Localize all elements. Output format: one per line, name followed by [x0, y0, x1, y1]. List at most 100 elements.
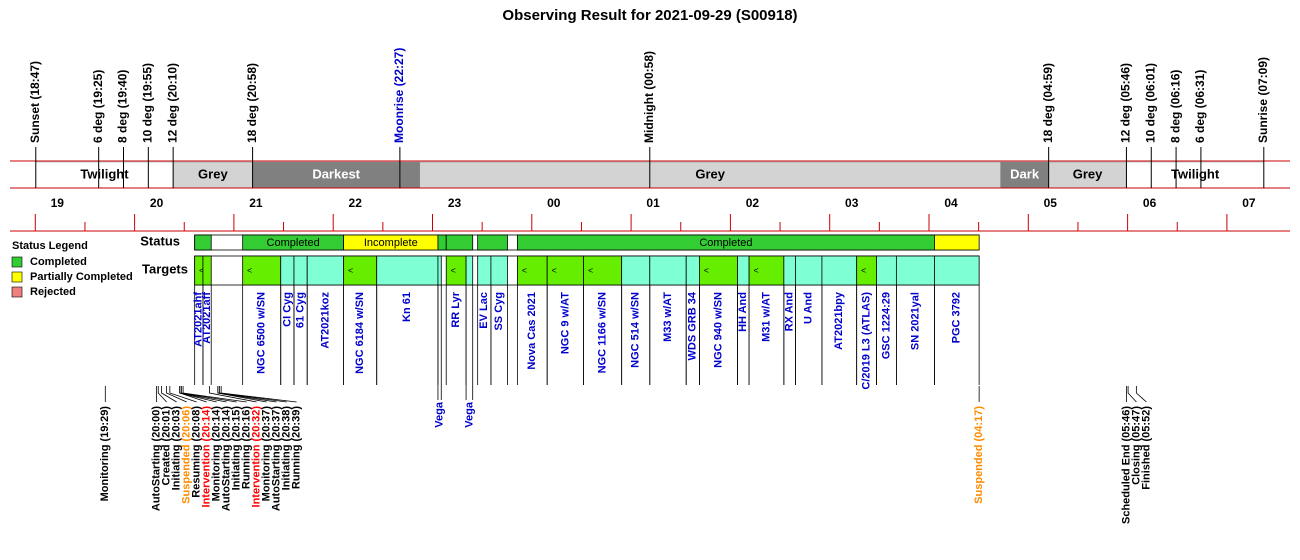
log-event-label: Initiating (20:03)	[171, 406, 183, 491]
hour-label: 04	[944, 196, 958, 210]
status-label: Incomplete	[364, 237, 418, 249]
legend-label: Partially Completed	[30, 271, 133, 283]
sky-band	[1048, 161, 1127, 189]
log-event-leader	[157, 386, 167, 403]
target-label: AT2021aff	[201, 292, 213, 344]
hour-label: 19	[51, 196, 65, 210]
sky-event-label: Moonrise (22:27)	[392, 48, 406, 143]
target-block	[280, 255, 295, 286]
log-event-label: Initiating (20:15)	[231, 406, 243, 491]
log-event-leader	[166, 386, 187, 403]
target-block	[376, 255, 439, 286]
target-marker: <	[522, 265, 527, 275]
log-event-label: Intervention (20:14)	[201, 406, 213, 508]
sky-event-label: 10 deg (19:55)	[140, 63, 154, 143]
hour-label: 03	[845, 196, 859, 210]
sky-band	[252, 161, 420, 189]
hour-label: 00	[547, 196, 561, 210]
target-block	[490, 255, 508, 286]
log-event-label: Initiating (20:38)	[281, 406, 293, 491]
log-event-label: Intervention (20:32)	[251, 406, 263, 508]
target-block	[293, 255, 308, 286]
target-block	[649, 255, 687, 286]
log-event-label: Monitoring (20:14)	[211, 406, 223, 502]
sky-band-label: Grey	[198, 166, 228, 181]
hour-label: 07	[1242, 196, 1256, 210]
sky-event-label: Midnight (00:58)	[642, 51, 656, 143]
target-block	[477, 255, 492, 286]
target-block	[685, 255, 700, 286]
target-marker: <	[861, 265, 866, 275]
log-event-label: Monitoring (20:37)	[261, 406, 273, 502]
status-segment	[194, 234, 212, 251]
sky-event-label: 12 deg (05:46)	[1119, 63, 1133, 143]
target-label: C/2019 L3 (ATLAS)	[861, 292, 873, 390]
sky-band-label: Darkest	[312, 166, 360, 181]
target-block	[437, 255, 442, 286]
log-event-label: Created (20:01)	[161, 406, 173, 486]
log-event-label: Running (20:16)	[241, 406, 253, 489]
sky-event-label: 12 deg (20:10)	[165, 63, 179, 143]
target-label: NGC 1166 w/SN	[597, 292, 609, 373]
log-event-leader	[1127, 386, 1137, 403]
target-marker: <	[552, 265, 557, 275]
log-event-label: Finished (05:52)	[1140, 406, 1152, 490]
target-label: EV Lac	[478, 292, 490, 329]
target-label: GSC 1224:29	[880, 292, 892, 359]
target-label: CI Cyg	[281, 292, 293, 327]
target-label: Kn 61	[401, 292, 413, 322]
target-block	[699, 255, 738, 286]
sky-event-label: 10 deg (06:01)	[1143, 63, 1157, 143]
target-marker: <	[247, 265, 252, 275]
target-label: NGC 940 w/SN	[712, 292, 724, 368]
legend-title: Status Legend	[12, 240, 88, 252]
sky-event-label: 8 deg (19:40)	[116, 70, 130, 143]
hour-label: 06	[1143, 196, 1157, 210]
hour-label: 20	[150, 196, 164, 210]
status-row-label: Status	[140, 233, 180, 248]
status-segment	[437, 234, 447, 251]
target-block	[876, 255, 897, 286]
target-label: HH And	[737, 292, 749, 332]
target-label: NGC 6500 w/SN	[256, 292, 268, 374]
target-label: AT2021koz	[319, 292, 331, 349]
sky-band-label: Grey	[695, 166, 725, 181]
target-block	[783, 255, 796, 286]
log-event-label: Scheduled End (05:46)	[1120, 406, 1132, 524]
target-label: SS Cyg	[493, 292, 505, 331]
target-marker: <	[199, 265, 204, 275]
hour-label: 23	[448, 196, 462, 210]
target-label: Nova Cas 2021	[526, 292, 538, 370]
log-event-label: Resuming (20:08)	[191, 406, 203, 498]
hour-label: 05	[1044, 196, 1058, 210]
log-event-leader	[209, 386, 257, 403]
status-segment	[934, 234, 980, 251]
sky-band-label: Dark	[1010, 166, 1040, 181]
legend-swatch	[11, 271, 23, 283]
sky-band	[35, 161, 174, 189]
sky-event-label: 18 deg (04:59)	[1041, 63, 1055, 143]
target-label: PGC 3792	[951, 292, 963, 343]
log-event-label: Suspended (04:17)	[973, 406, 985, 504]
target-block	[343, 255, 378, 286]
log-event-label: AutoStarting (20:00)	[151, 406, 163, 511]
hour-label: 01	[646, 196, 660, 210]
target-label: Vega	[434, 401, 446, 428]
log-event-leader	[169, 386, 197, 403]
target-label: AT2021ahf	[193, 292, 205, 347]
target-block	[242, 255, 282, 286]
target-label: M33 w/AT	[662, 292, 674, 342]
log-event-leader	[181, 386, 237, 403]
status-segment	[445, 234, 474, 251]
sky-band-label: Grey	[1073, 166, 1103, 181]
target-label: U And	[803, 292, 815, 324]
title: Observing Result for 2021-09-29 (S00918)	[502, 7, 797, 24]
sky-event-label: 6 deg (06:31)	[1193, 70, 1207, 143]
target-label: WDS GRB 34	[687, 291, 699, 360]
status-label: Completed	[267, 237, 320, 249]
target-block	[202, 255, 212, 286]
status-segment	[477, 234, 508, 251]
legend-label: Rejected	[30, 286, 76, 298]
target-block	[821, 255, 858, 286]
target-label: M31 w/AT	[760, 292, 772, 342]
